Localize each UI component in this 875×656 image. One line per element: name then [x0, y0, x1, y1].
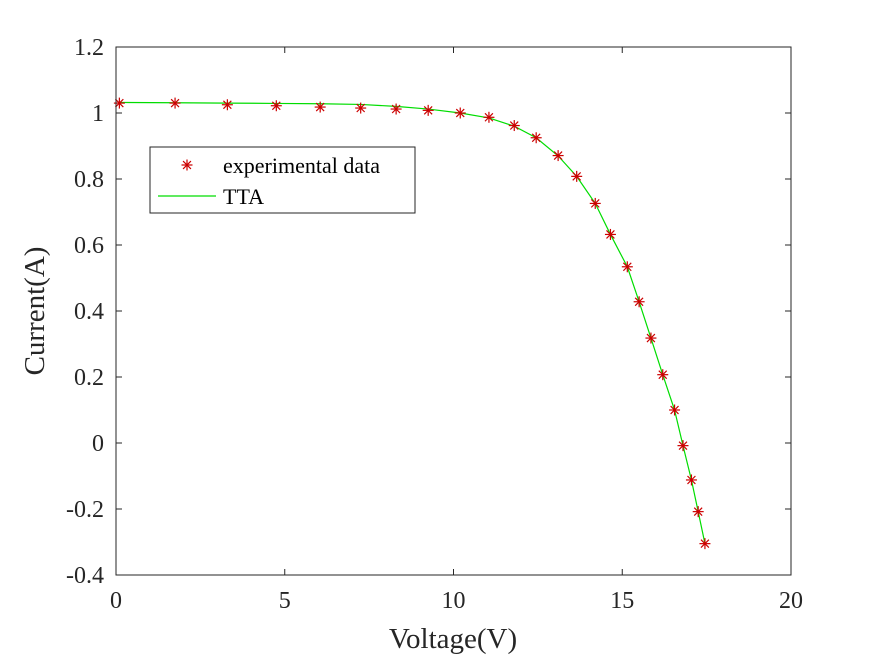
data-point-experimental — [621, 261, 633, 273]
x-axis-label: Voltage(V) — [389, 623, 517, 655]
data-point-experimental — [314, 101, 326, 113]
legend: experimental data TTA — [149, 146, 416, 214]
x-tick-label: 20 — [779, 588, 803, 614]
y-tick-label: 1 — [92, 101, 104, 127]
data-point-experimental — [530, 132, 542, 144]
y-tick-label: -0.4 — [66, 563, 104, 589]
data-point-experimental — [390, 103, 402, 115]
data-point-experimental — [645, 332, 657, 344]
data-point-experimental — [589, 197, 601, 209]
axes-layer: 0 5 10 15 20 -0.4 -0.2 0 0.2 0.4 0.6 0.8 1 1.2 — [66, 35, 803, 614]
data-point-experimental — [571, 170, 583, 182]
series-layer — [113, 97, 711, 550]
y-tick-label: -0.2 — [66, 497, 104, 523]
y-tick-label: 0.2 — [74, 365, 104, 391]
y-tick-label: 1.2 — [74, 35, 104, 61]
y-tick-label: 0.8 — [74, 167, 104, 193]
data-point-experimental — [699, 538, 711, 550]
data-point-experimental — [657, 369, 669, 381]
y-axis-label: Current(A) — [19, 247, 51, 376]
data-point-experimental — [604, 228, 616, 240]
legend-label-experimental: experimental data — [223, 153, 380, 178]
legend-box — [149, 146, 416, 214]
data-point-experimental — [677, 440, 689, 452]
y-tick-label: 0.6 — [74, 233, 104, 259]
y-tick-label: 0.4 — [74, 299, 104, 325]
plot-area — [116, 47, 791, 575]
data-point-experimental — [669, 404, 681, 416]
x-tick-label: 15 — [610, 588, 634, 614]
legend-label-tta: TTA — [223, 184, 264, 209]
data-point-experimental — [270, 100, 282, 112]
data-point-experimental — [633, 296, 645, 308]
plot-border — [115, 46, 792, 576]
x-tick-label: 5 — [279, 588, 291, 614]
data-point-experimental — [692, 506, 704, 518]
data-point-experimental — [508, 120, 520, 132]
x-tick-label: 0 — [110, 588, 122, 614]
data-point-experimental — [221, 99, 233, 111]
data-point-experimental — [552, 150, 564, 162]
data-point-experimental — [169, 97, 181, 109]
legend-marker-asterisk — [181, 159, 193, 171]
data-point-experimental — [355, 102, 367, 114]
x-tick-label: 10 — [442, 588, 466, 614]
y-tick-label: 0 — [92, 431, 104, 457]
data-point-experimental — [483, 111, 495, 123]
data-point-experimental — [454, 107, 466, 119]
legend-asterisk — [181, 159, 193, 171]
data-point-experimental — [422, 104, 434, 116]
data-point-experimental — [685, 474, 697, 486]
